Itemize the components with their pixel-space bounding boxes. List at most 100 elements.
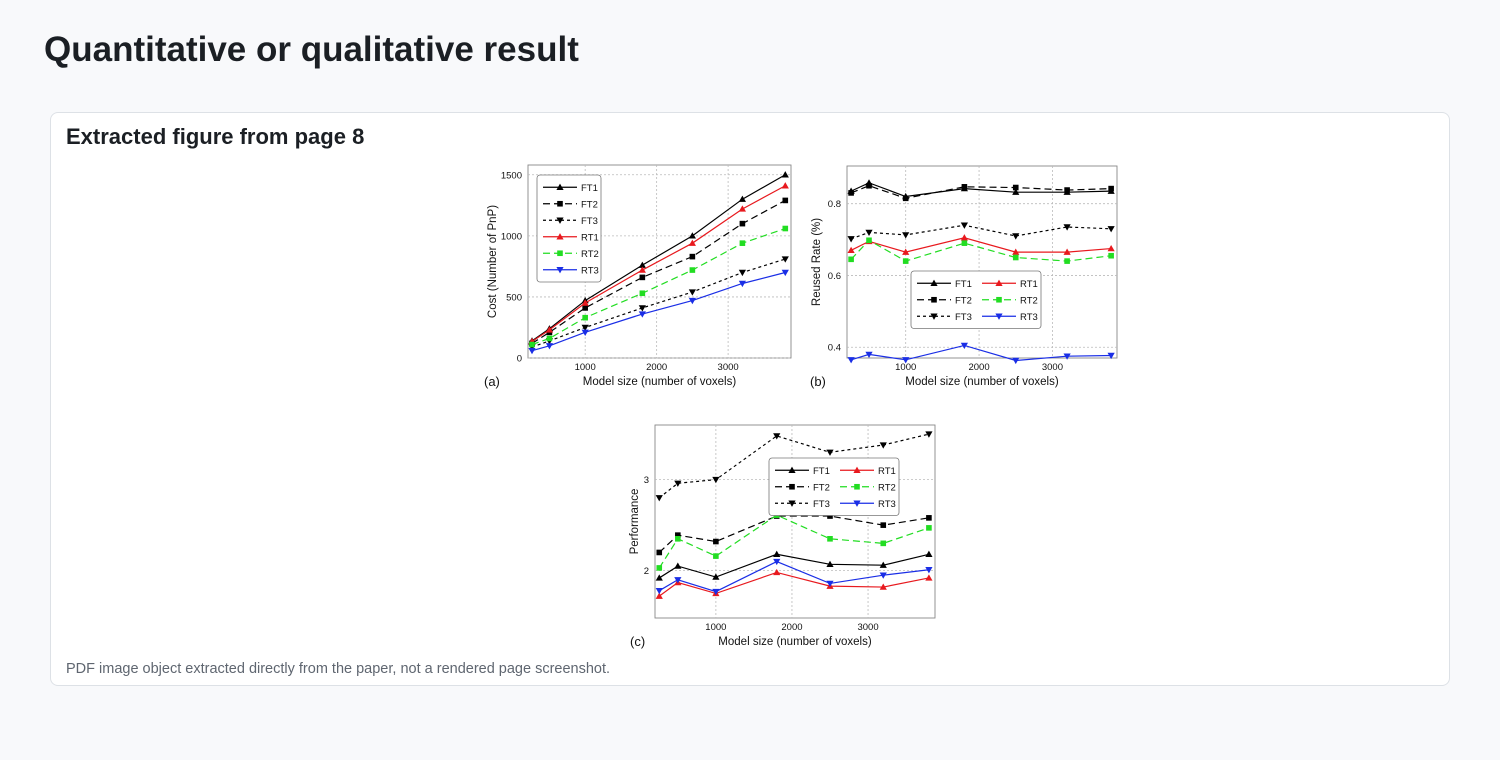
y-axis-label: Performance (629, 489, 641, 555)
chart-cost-panel: 1000 2000 3000 0 500 1000 1500 Model size (numb… (484, 164, 792, 389)
figure-caption: PDF image object extracted directly from… (66, 661, 611, 677)
legend-swatch-marker (556, 267, 564, 274)
legend-label: FT2 (581, 199, 598, 210)
data-point (902, 195, 909, 202)
data-point (848, 256, 854, 263)
data-point (960, 342, 968, 350)
series-rt3 (528, 269, 789, 355)
series-rt1 (528, 182, 789, 345)
figure-card: Extracted figure from page 8 1000 2000 300… (50, 112, 1450, 686)
legend-item-rt2: RT2 (982, 295, 1038, 306)
page-title: Quantitative or qualitative result (44, 30, 579, 69)
legend-label: RT1 (581, 232, 599, 243)
y-tick-label: 500 (506, 292, 522, 303)
legend-swatch-marker (995, 313, 1003, 320)
series-rt3 (847, 342, 1115, 365)
data-point (960, 222, 968, 229)
series-ft3 (655, 431, 933, 502)
data-point (1107, 352, 1115, 360)
data-point (656, 549, 663, 556)
data-point (738, 205, 747, 212)
data-point (773, 433, 781, 440)
legend-label: RT1 (878, 466, 896, 477)
legend-label: FT2 (955, 295, 972, 306)
legend-label: FT1 (813, 466, 830, 477)
data-point (865, 229, 873, 236)
data-point (712, 588, 720, 596)
data-point (581, 324, 589, 332)
data-point (638, 305, 646, 312)
data-point (545, 343, 554, 350)
legend-swatch-marker (853, 466, 861, 473)
y-axis-label: Reused Rate (%) (811, 218, 823, 306)
data-point (866, 182, 872, 189)
legend-item-rt3: RT3 (982, 312, 1038, 323)
series-rt2 (529, 225, 789, 348)
data-point (902, 248, 910, 255)
legend-item-ft1: FT1 (543, 183, 598, 194)
plot-area (654, 424, 936, 619)
panel-label: (b) (810, 374, 826, 389)
data-point (582, 305, 588, 311)
series-ft1 (655, 550, 933, 581)
data-point (638, 261, 646, 268)
y-axis-label: Cost (Number of PnP) (487, 205, 499, 318)
x-tick-label: 3000 (718, 362, 739, 373)
data-point (865, 351, 873, 359)
data-point (879, 561, 887, 568)
data-point (925, 550, 933, 557)
data-point (781, 182, 789, 189)
data-point (848, 190, 854, 196)
data-point (581, 329, 589, 336)
x-tick-label: 1000 (895, 362, 916, 373)
x-tick-label: 1000 (575, 362, 596, 373)
data-point (866, 237, 872, 244)
data-point (847, 236, 855, 243)
panel-label: (c) (630, 634, 645, 649)
chart-performance-panel: 1000 2000 3000 2 3 Model size (number of voxe… (629, 424, 936, 649)
legend-swatch-marker (853, 500, 861, 507)
data-point (545, 326, 554, 333)
legend-box (910, 270, 1042, 329)
data-point (902, 232, 910, 239)
legend-item-rt3: RT3 (543, 265, 599, 276)
card-title: Extracted figure from page 8 (66, 124, 365, 149)
data-point (688, 232, 696, 239)
data-point (1012, 357, 1020, 365)
data-point (655, 592, 663, 599)
data-point (879, 442, 887, 449)
series-ft2 (848, 182, 1114, 202)
data-point (1012, 184, 1019, 191)
data-point (739, 220, 746, 227)
data-point (713, 553, 719, 559)
x-tick-label: 2000 (781, 622, 802, 633)
data-point (638, 266, 646, 273)
data-point (656, 565, 663, 571)
y-tick-label: 0 (517, 354, 522, 365)
data-point (961, 184, 968, 190)
data-point (1107, 244, 1115, 252)
legend-swatch-marker (930, 313, 938, 320)
legend-label: RT3 (581, 265, 599, 276)
data-point (1012, 248, 1020, 255)
legend-item-ft1: FT1 (775, 466, 830, 477)
legend-item-rt1: RT1 (840, 466, 896, 477)
series-ft3 (847, 222, 1115, 243)
data-point (879, 583, 887, 590)
data-point (902, 357, 910, 364)
data-point (826, 580, 834, 588)
legend-label: FT2 (813, 482, 830, 493)
data-point (773, 558, 781, 566)
data-point (925, 574, 933, 581)
data-point (880, 540, 887, 547)
data-point (960, 234, 968, 241)
data-point (674, 480, 682, 487)
legend-label: FT1 (955, 279, 972, 290)
data-point (902, 258, 909, 264)
legend-label: FT3 (813, 499, 830, 510)
legend-item-ft2: FT2 (775, 482, 830, 493)
data-point (1108, 252, 1114, 259)
legend-item-ft3: FT3 (775, 499, 830, 510)
x-axis-label: Model size (number of voxels) (718, 636, 872, 648)
x-tick-label: 1000 (705, 622, 726, 633)
